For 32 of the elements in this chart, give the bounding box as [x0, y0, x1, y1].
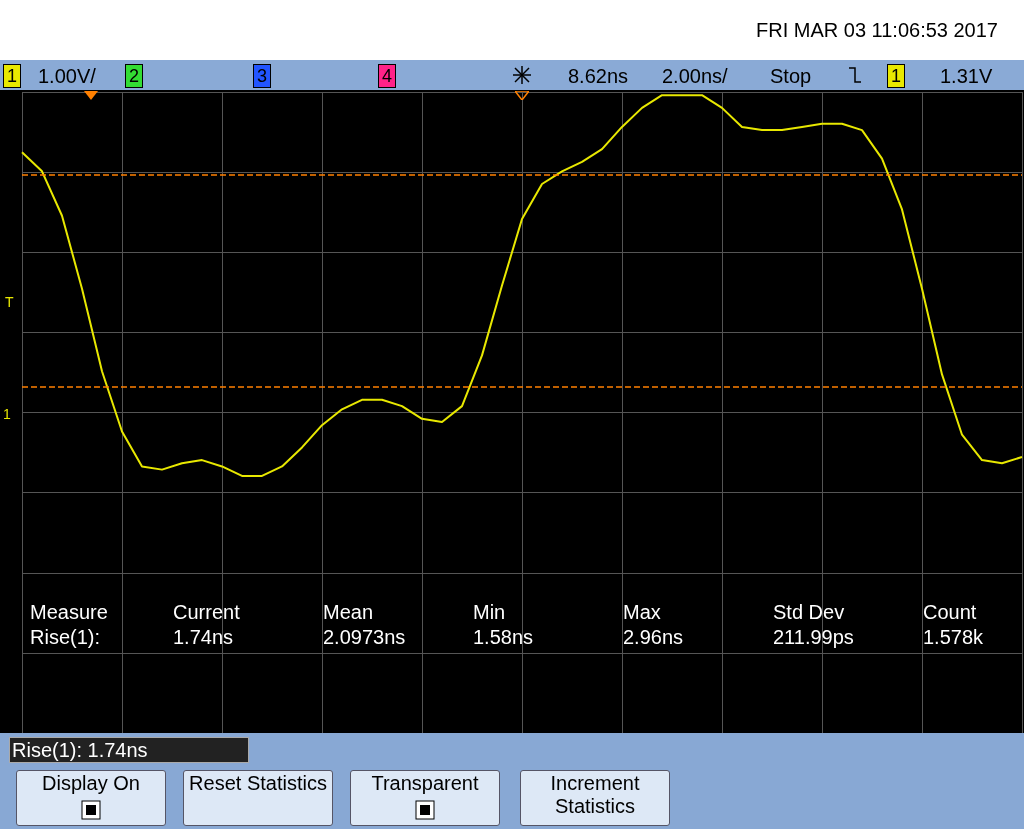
text: 3 — [253, 64, 272, 88]
text: 1 — [887, 64, 906, 88]
text: Measure — [30, 600, 108, 624]
text: 1.74ns — [173, 625, 234, 649]
text: 8.62ns — [568, 64, 629, 88]
text: Min — [473, 600, 506, 624]
text: Transparent — [350, 770, 500, 826]
text: Current — [173, 600, 240, 624]
text: Reset Statistics — [183, 770, 333, 826]
text: Rise(1): — [30, 625, 101, 649]
text: T — [5, 293, 14, 312]
text: Max — [623, 600, 661, 624]
text: 1.31V — [940, 64, 993, 88]
text: 211.99ps — [773, 625, 854, 649]
text: Std Dev — [773, 600, 845, 624]
text: 2.00ns/ — [662, 64, 728, 88]
text: Stop — [770, 64, 812, 88]
text: Rise(1): 1.74ns — [9, 737, 249, 763]
text: Count — [923, 600, 977, 624]
text: FRI MAR 03 11:06:53 2017 — [756, 18, 998, 42]
text: 1.00V/ — [38, 64, 96, 88]
text: 1 — [3, 405, 11, 424]
text: 1 — [3, 64, 22, 88]
text: 1.578k — [923, 625, 984, 649]
text: 2.96ns — [623, 625, 684, 649]
text: 1.58ns — [473, 625, 534, 649]
text: Mean — [323, 600, 374, 624]
text: Increment Statistics — [520, 770, 670, 826]
text: 2.0973ns — [323, 625, 406, 649]
text: Display On — [16, 770, 166, 826]
text: 2 — [125, 64, 144, 88]
text: 4 — [378, 64, 397, 88]
